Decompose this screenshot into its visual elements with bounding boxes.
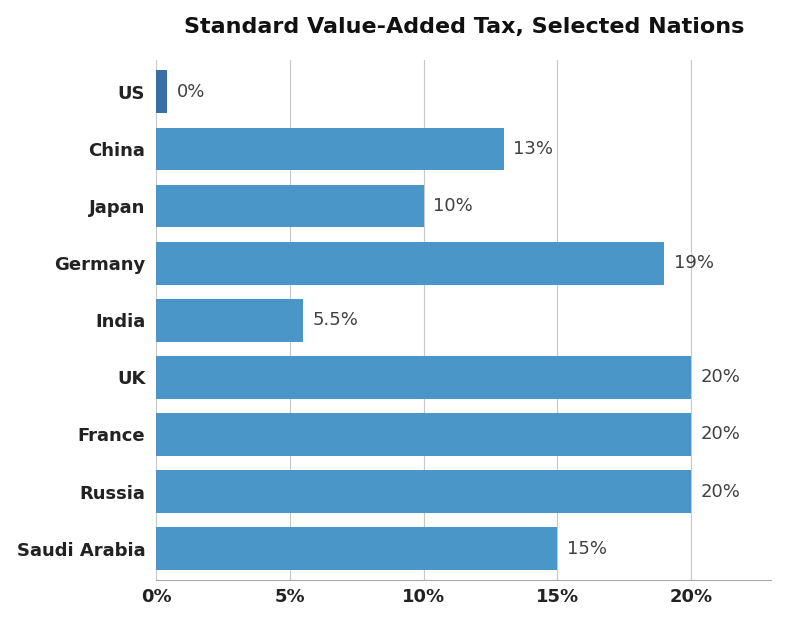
Text: 19%: 19% bbox=[674, 254, 714, 272]
Bar bbox=[156, 356, 691, 399]
Bar bbox=[156, 70, 167, 113]
Bar bbox=[156, 470, 691, 513]
Text: 20%: 20% bbox=[701, 482, 741, 500]
Bar bbox=[156, 184, 424, 227]
Text: 20%: 20% bbox=[701, 426, 741, 444]
Text: 13%: 13% bbox=[513, 140, 553, 158]
Text: 0%: 0% bbox=[177, 83, 205, 101]
Text: 20%: 20% bbox=[701, 368, 741, 386]
Bar bbox=[156, 413, 691, 456]
Text: 10%: 10% bbox=[433, 197, 473, 215]
Title: Standard Value-Added Tax, Selected Nations: Standard Value-Added Tax, Selected Natio… bbox=[184, 17, 744, 37]
Bar bbox=[156, 242, 664, 285]
Text: 15%: 15% bbox=[567, 540, 607, 558]
Bar bbox=[156, 299, 303, 341]
Bar bbox=[156, 527, 557, 570]
Text: 5.5%: 5.5% bbox=[313, 312, 359, 329]
Bar bbox=[156, 128, 504, 170]
